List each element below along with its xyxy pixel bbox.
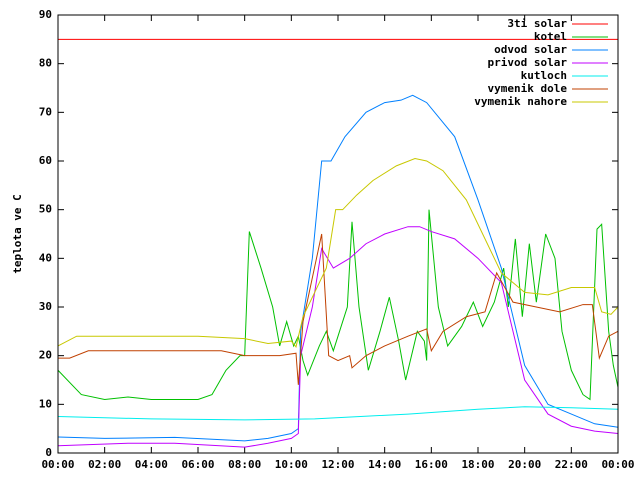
x-tick-label: 08:00 xyxy=(228,458,261,471)
x-tick-label: 00:00 xyxy=(601,458,634,471)
y-tick-label: 30 xyxy=(39,300,52,313)
x-tick-label: 10:00 xyxy=(275,458,308,471)
y-tick-label: 40 xyxy=(39,251,52,264)
x-tick-label: 22:00 xyxy=(555,458,588,471)
x-tick-label: 04:00 xyxy=(135,458,168,471)
y-tick-label: 10 xyxy=(39,397,52,410)
legend-label: vymenik dole xyxy=(488,82,568,95)
legend-label: odvod solar xyxy=(494,43,567,56)
x-tick-label: 06:00 xyxy=(181,458,214,471)
x-tick-label: 20:00 xyxy=(508,458,541,471)
y-tick-label: 0 xyxy=(45,446,52,459)
legend-label: privod solar xyxy=(488,56,568,69)
y-tick-label: 50 xyxy=(39,203,52,216)
series-line xyxy=(57,226,619,448)
series-line xyxy=(57,158,619,349)
legend-label: vymenik nahore xyxy=(474,95,567,108)
y-tick-label: 20 xyxy=(39,349,52,362)
legend-label: 3ti solar xyxy=(507,17,567,30)
series-line xyxy=(57,406,619,421)
series-line xyxy=(58,233,619,385)
legend-label: kutloch xyxy=(521,69,567,82)
x-tick-label: 16:00 xyxy=(415,458,448,471)
y-tick-label: 60 xyxy=(39,154,52,167)
y-axis-label: teplota ve C xyxy=(11,194,24,273)
y-tick-label: 70 xyxy=(39,105,52,118)
y-tick-label: 80 xyxy=(39,57,52,70)
x-tick-label: 00:00 xyxy=(41,458,74,471)
legend-label: kotel xyxy=(534,30,567,43)
series-line xyxy=(57,209,619,401)
x-tick-label: 18:00 xyxy=(461,458,494,471)
y-tick-label: 90 xyxy=(39,8,52,21)
plot-frame xyxy=(57,14,619,454)
x-tick-label: 14:00 xyxy=(368,458,401,471)
x-tick-label: 12:00 xyxy=(321,458,354,471)
x-tick-label: 02:00 xyxy=(88,458,121,471)
series-line xyxy=(57,94,619,442)
